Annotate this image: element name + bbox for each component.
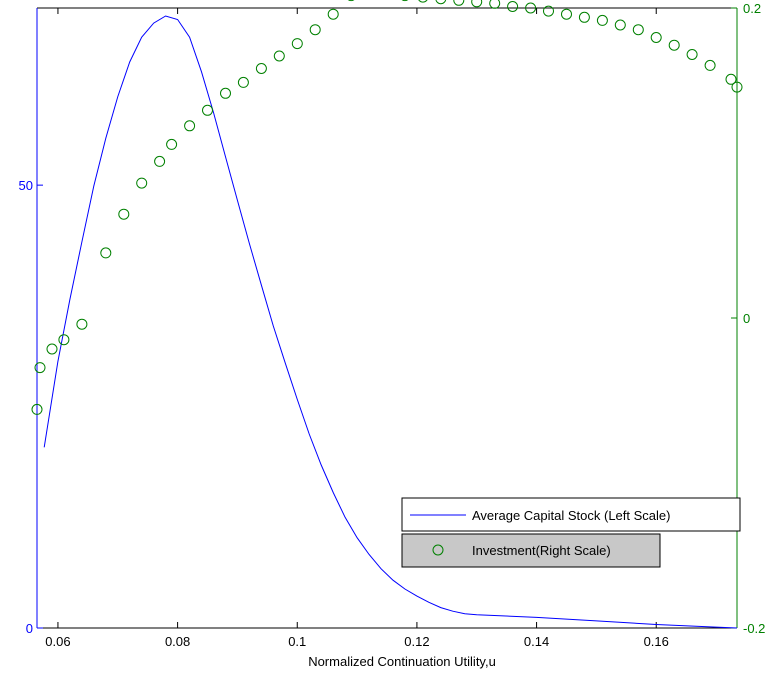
x-tick-label: 0.14 xyxy=(524,634,549,649)
investment-point xyxy=(731,81,743,93)
x-tick-label: 0.16 xyxy=(644,634,669,649)
investment-point xyxy=(273,50,285,62)
x-tick-label: 0.12 xyxy=(404,634,429,649)
investment-point xyxy=(725,73,737,85)
investment-point xyxy=(76,318,88,330)
x-ticks: 0.06 0.08 0.1 0.12 0.14 0.16 xyxy=(45,8,669,649)
investment-point xyxy=(668,39,680,51)
right-y-tick-label: 0 xyxy=(743,311,750,326)
investment-point xyxy=(578,11,590,23)
legend-entry-1-box xyxy=(401,497,741,532)
series-layer xyxy=(31,0,743,629)
left-y-ticks: 0 50 xyxy=(19,178,43,636)
investment-point xyxy=(704,59,716,71)
legend: Average Capital Stock (Left Scale) Inves… xyxy=(401,497,741,568)
investment-point xyxy=(650,32,662,43)
investment-point xyxy=(46,343,58,355)
legend-entry-2-box xyxy=(401,533,661,568)
investment-point xyxy=(309,24,321,36)
investment-point xyxy=(632,24,644,36)
capital-stock-line xyxy=(43,15,738,629)
investment-point xyxy=(401,0,409,2)
investment-point xyxy=(435,0,447,5)
left-y-tick-label: 50 xyxy=(19,178,33,193)
investment-point xyxy=(453,0,465,6)
investment-point xyxy=(34,362,46,374)
investment-point xyxy=(154,155,166,167)
left-y-tick-label: 0 xyxy=(26,621,33,636)
x-tick-label: 0.08 xyxy=(165,634,190,649)
investment-point xyxy=(100,247,112,259)
legend-label-line: Average Capital Stock (Left Scale) xyxy=(472,508,670,523)
investment-point xyxy=(136,177,148,189)
investment-point xyxy=(202,104,213,116)
investment-point xyxy=(686,49,698,60)
right-y-tick-label: -0.2 xyxy=(743,621,765,636)
x-tick-label: 0.1 xyxy=(288,634,306,649)
investment-point xyxy=(184,120,196,132)
investment-point xyxy=(489,0,501,9)
investment-point xyxy=(561,8,572,20)
investment-point xyxy=(31,403,43,415)
legend-marker-swatch xyxy=(432,544,444,556)
investment-point xyxy=(291,38,303,50)
investment-point xyxy=(471,0,483,8)
investment-point xyxy=(118,208,130,220)
right-y-ticks: -0.2 0 0.2 xyxy=(731,1,765,636)
legend-label-markers: Investment(Right Scale) xyxy=(472,543,611,558)
investment-point xyxy=(596,14,608,26)
investment-point xyxy=(237,76,249,88)
investment-point xyxy=(166,138,178,150)
investment-point xyxy=(347,0,355,2)
x-axis-label: Normalized Continuation Utility,u xyxy=(308,654,496,669)
investment-point xyxy=(418,0,428,3)
investment-point xyxy=(327,8,339,20)
investment-point xyxy=(507,1,519,12)
investment-point xyxy=(58,334,70,346)
investment-point xyxy=(525,2,537,14)
investment-point xyxy=(255,63,267,74)
investment-point xyxy=(543,5,554,17)
investment-point xyxy=(614,19,626,31)
x-tick-label: 0.06 xyxy=(45,634,70,649)
right-y-tick-label: 0.2 xyxy=(743,1,761,16)
investment-point xyxy=(220,87,231,99)
